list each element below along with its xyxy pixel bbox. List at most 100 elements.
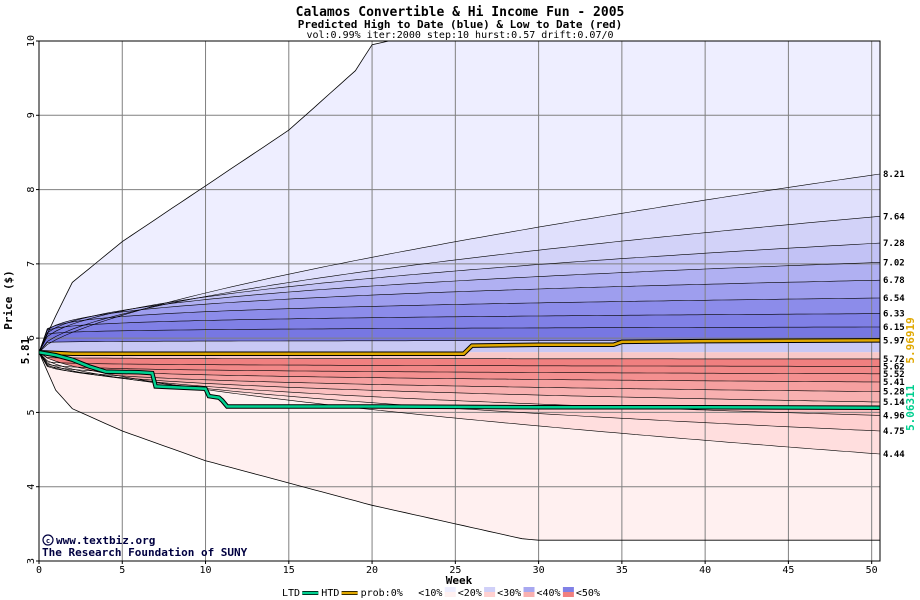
low-band-fill [39, 352, 880, 367]
high-band-fill [39, 327, 880, 353]
series-line-htd [38, 339, 881, 355]
series-lines: 5.96919 5.06311 [38, 40, 917, 541]
legend-swatch-red [484, 592, 496, 597]
legend-prob-label: prob:0% [361, 588, 403, 599]
band-boundary-line [38, 352, 881, 392]
copyright-glyph: c [46, 537, 50, 545]
x-tick-label: 20 [366, 565, 378, 576]
band-end-label: 8.21 [883, 170, 905, 180]
band-boundary-line [38, 352, 881, 383]
band-boundary-line [38, 352, 880, 360]
low-band-fill [39, 352, 880, 392]
outer-low-line [38, 352, 880, 541]
legend-swatch-blue [523, 587, 535, 592]
series-end-label-ltd: 5.06311 [904, 384, 917, 431]
high-band-fill [39, 41, 880, 353]
chart-params: vol:0.99% iter:2000 step:10 hurst:0.57 d… [306, 30, 613, 41]
legend-item-label: <20% [458, 588, 482, 599]
y-tick-label: 3 [26, 558, 37, 564]
band-boundary-line [38, 173, 881, 353]
high-band-fill [39, 174, 880, 353]
high-band-fill [39, 298, 880, 353]
x-tick-label: 25 [449, 565, 461, 576]
credit-url[interactable]: www.textbiz.org [56, 534, 155, 547]
probability-bands [39, 41, 880, 541]
chart-title: Calamos Convertible & Hi Income Fun - 20… [296, 5, 625, 20]
start-price-label: 5.81 [19, 337, 32, 364]
low-band-fill [39, 352, 880, 541]
band-end-label: 5.14 [883, 398, 905, 408]
x-tick-label: 45 [782, 565, 794, 576]
band-end-label: 5.72 [883, 355, 905, 365]
band-boundary-line [38, 352, 880, 367]
band-boundary-line [38, 297, 881, 353]
high-band-fill [39, 216, 880, 353]
series-line-ltd [38, 351, 881, 409]
copyright-icon [42, 534, 54, 546]
band-boundary-line [38, 313, 881, 353]
legend-item-label: <30% [497, 588, 521, 599]
band-end-label: 6.15 [883, 323, 905, 333]
legend-item-label: <40% [537, 588, 561, 599]
band-end-label: 4.44 [883, 450, 905, 460]
band-end-label: 4.96 [883, 411, 905, 421]
band-end-label: 7.02 [883, 258, 905, 268]
band-boundary-line [38, 242, 881, 353]
band-end-label: 4.75 [883, 427, 905, 437]
legend-swatch-blue [484, 587, 496, 592]
legend-swatch-red [562, 592, 574, 597]
legend-item-label: <10% [418, 588, 442, 599]
band-end-label: 7.64 [883, 212, 905, 222]
low-band-fill [39, 352, 880, 382]
band-end-label: 5.28 [883, 388, 905, 398]
x-tick-label: 0 [36, 565, 42, 576]
band-end-label: 7.28 [883, 239, 905, 249]
band-end-label: 5.41 [883, 378, 905, 388]
band-end-label: 5.52 [883, 370, 905, 380]
low-band-fill [39, 352, 880, 416]
legend: LTD HTD prob:0% <10% <20% <30% <40% <50% [282, 587, 600, 599]
band-boundary-line [38, 352, 881, 416]
y-tick-label: 8 [26, 187, 37, 193]
y-axis-label: Price ($) [2, 270, 15, 330]
band-boundary-line [38, 216, 881, 353]
credits: c www.textbiz.org The Research Foundatio… [42, 534, 248, 559]
y-tick-label: 6 [26, 335, 37, 341]
legend-swatch-blue [562, 587, 574, 592]
x-axis-label: Week [446, 574, 473, 587]
legend-swatch-red [523, 592, 535, 597]
legend-swatch-blue [405, 587, 417, 592]
band-end-label: 5.62 [883, 362, 905, 372]
low-band-fill [39, 352, 880, 431]
credit-org: The Research Foundation of SUNY [42, 546, 248, 559]
band-boundary-line [38, 279, 881, 353]
legend-htd-label: HTD [321, 588, 339, 599]
band-boundary-line [38, 262, 881, 353]
x-tick-label: 15 [283, 565, 295, 576]
band-boundary-line [38, 352, 881, 403]
band-end-label: 6.33 [883, 310, 905, 320]
x-tick-label: 30 [533, 565, 545, 576]
x-tick-label: 40 [699, 565, 711, 576]
legend-swatch-red [444, 592, 456, 597]
band-end-labels: 8.21 7.64 7.28 7.02 6.78 6.54 6.33 6.15 5.97 5.72… [883, 170, 905, 460]
band-boundary-line [38, 326, 880, 353]
y-tick-label: 5 [26, 409, 37, 415]
band-end-label: 5.97 [883, 336, 905, 346]
y-tick-label: 10 [26, 35, 37, 47]
x-tick-label: 35 [616, 565, 628, 576]
legend-swatch-red [405, 592, 417, 597]
low-band-fill [39, 352, 880, 402]
high-band-fill [39, 280, 880, 353]
legend-swatch-blue [444, 587, 456, 592]
x-tick-label: 10 [200, 565, 212, 576]
y-tick-label: 4 [26, 484, 37, 490]
x-tick-label: 50 [866, 565, 878, 576]
low-band-fill [39, 352, 880, 454]
chart-subtitle: Predicted High to Date (blue) & Low to D… [298, 18, 623, 31]
plot-frame [38, 40, 881, 562]
y-tick-label: 7 [26, 261, 37, 267]
series-end-label-htd: 5.96919 [904, 317, 917, 363]
